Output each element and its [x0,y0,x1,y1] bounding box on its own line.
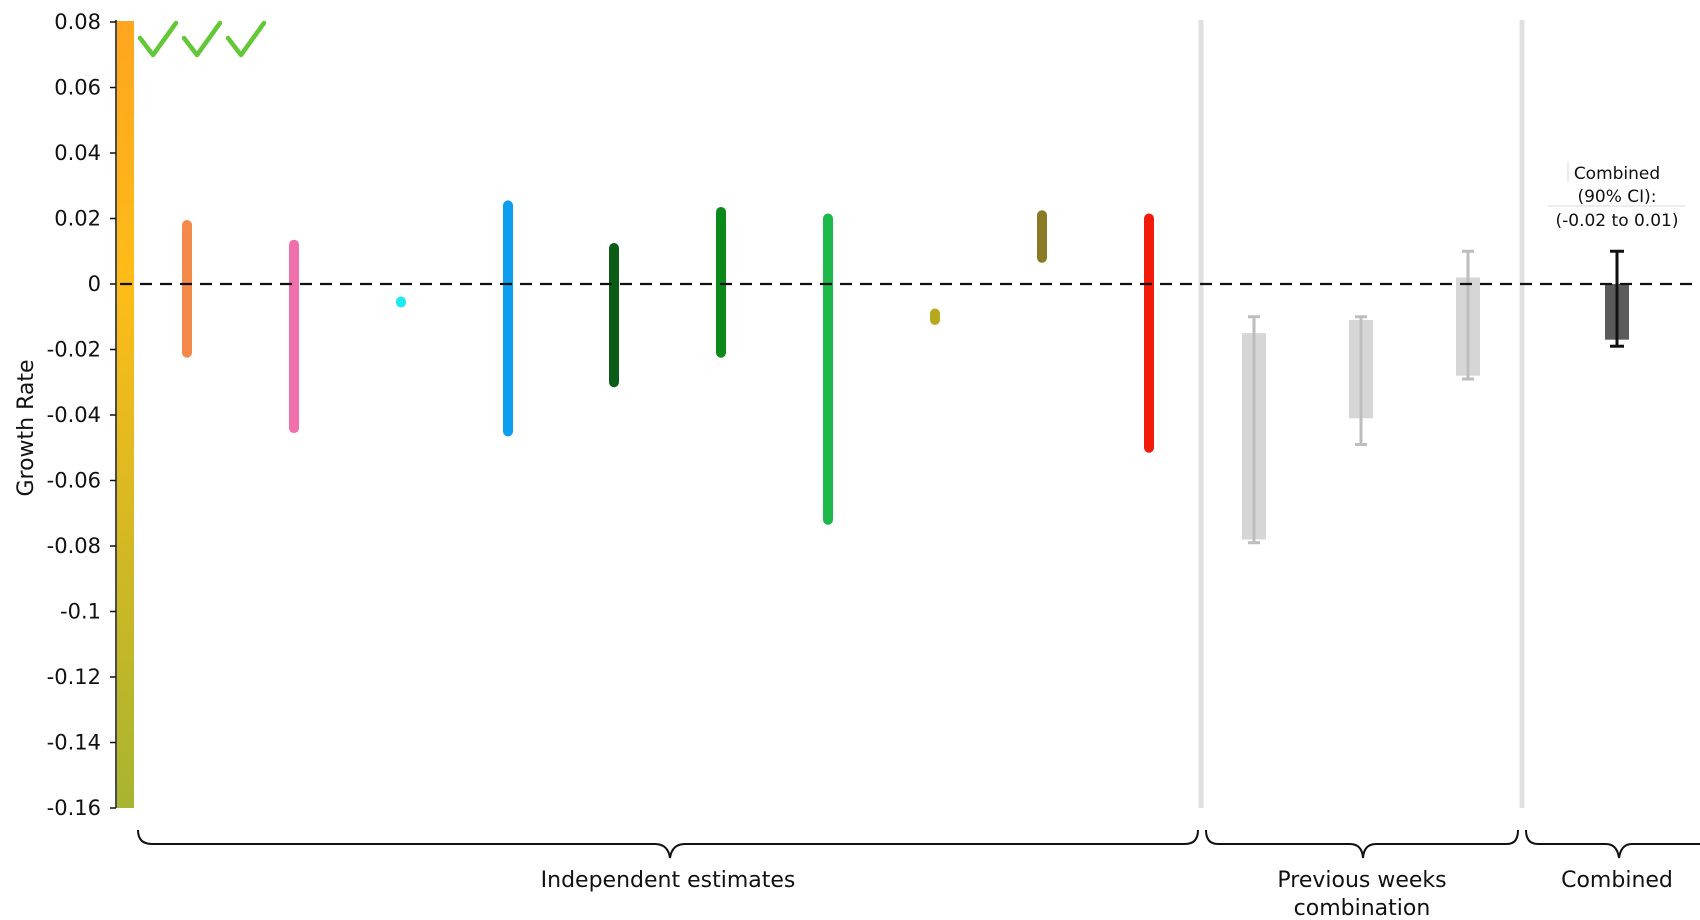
group-label-previous-line-2: combination [1294,896,1431,920]
checkmark-icon [225,20,267,58]
annotation-line-2: (90% CI): [1577,187,1656,207]
group-braces: Independent estimates Previous weeks com… [137,829,1700,920]
checkmark-icon [181,20,223,58]
brace-combined [1525,829,1700,859]
y-tick-group: 0.08 0.06 0.04 0.02 0 -0.02 -0.04 -0.06 -0.08 -0.… [47,10,116,820]
brace-previous [1205,829,1519,859]
annotation-line-1: Combined [1574,164,1660,184]
checkmark-group [137,20,267,58]
y-tick-label: 0 [88,272,101,296]
annotation-line-3: (-0.02 to 0.01) [1556,211,1679,231]
group-label-previous-line-1: Previous weeks [1277,868,1446,893]
y-tick-label: -0.06 [47,469,101,493]
checkmark-icon [137,20,179,58]
y-tick-label: -0.12 [47,665,101,689]
y-tick-label: -0.04 [47,403,101,427]
y-tick-label: -0.14 [47,731,101,755]
y-axis: 0.08 0.06 0.04 0.02 0 -0.02 -0.04 -0.06 -0.08 -0.… [14,10,134,820]
group-label-combined: Combined [1561,868,1673,893]
group-label-independent: Independent estimates [541,868,796,893]
y-tick-label: 0.08 [54,10,101,34]
y-tick-label: -0.02 [47,338,101,362]
combined-annotation: Combined (90% CI): (-0.02 to 0.01) [1548,162,1685,231]
brace-independent [137,829,1199,859]
y-tick-label: -0.08 [47,534,101,558]
y-axis-label: Growth Rate [14,359,39,496]
color-scale-bar [117,21,134,808]
y-tick-label: 0.06 [54,76,101,100]
y-tick-label: 0.02 [54,207,101,231]
y-tick-label: 0.04 [54,141,101,165]
data-marks [182,200,1629,545]
y-tick-label: -0.1 [60,600,101,624]
separator-lines [1198,20,1525,808]
y-tick-label: -0.16 [47,796,101,820]
